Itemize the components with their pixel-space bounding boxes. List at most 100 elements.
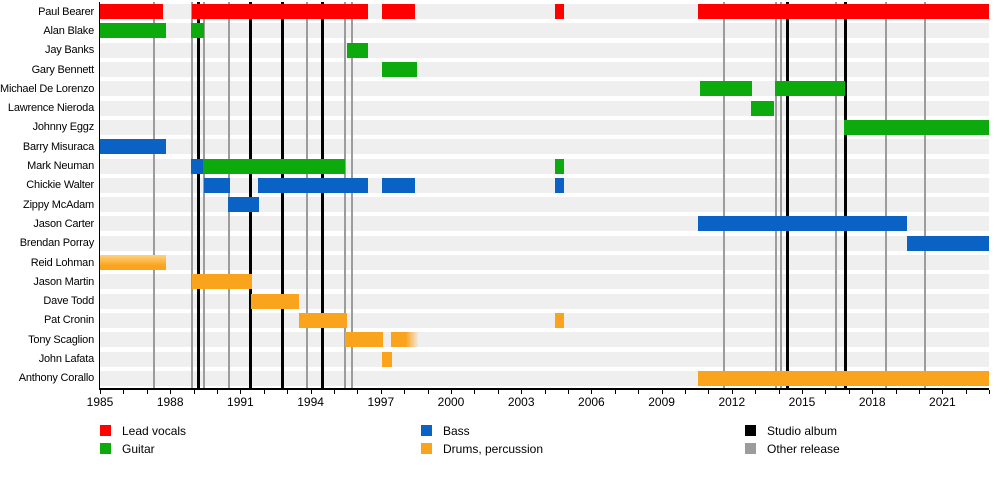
timeline-bar (555, 158, 565, 174)
timeline-bar (192, 274, 253, 290)
timeline-bar (391, 332, 419, 348)
timeline-bar (100, 255, 166, 271)
timeline-bar (381, 4, 415, 20)
other-release-line (152, 2, 155, 388)
year-label: 1985 (86, 395, 114, 409)
row-band (100, 42, 990, 58)
year-label: 2003 (507, 395, 535, 409)
axis-tick (872, 389, 874, 394)
year-label: 2018 (858, 395, 886, 409)
row-band (100, 293, 990, 309)
member-label: Johnny Eggz (32, 121, 95, 134)
timeline-bar (700, 81, 752, 97)
legend-item-drums: Drums, percussion (421, 443, 543, 456)
member-label: John Lafata (38, 353, 94, 366)
legend-item-lead-vocals: Lead vocals (100, 425, 186, 438)
member-label: Barry Misuraca (22, 140, 94, 153)
timeline-bar (100, 23, 166, 39)
studio-album-line (281, 2, 285, 388)
legend-item-bass: Bass (421, 425, 470, 438)
axis-tick (263, 389, 265, 394)
timeline-bar (191, 158, 203, 174)
timeline-bar (907, 235, 990, 251)
axis-tick (825, 389, 827, 394)
other-release-line (203, 2, 206, 388)
axis-tick (568, 389, 569, 394)
timeline-bar (775, 81, 846, 97)
member-label: Anthony Corallo (18, 372, 94, 385)
member-label: Pat Cronin (44, 314, 94, 327)
timeline-bar (298, 312, 347, 328)
timeline-bar (202, 158, 345, 174)
axis-tick (451, 389, 452, 394)
axis-tick (427, 389, 429, 394)
member-label: Dave Todd (43, 295, 94, 308)
other-release-line (834, 2, 837, 388)
legend-label: Other release (767, 442, 840, 456)
member-label: Reid Lohman (30, 256, 94, 269)
row-band (100, 139, 990, 155)
timeline-bar (257, 177, 368, 193)
member-label: Gary Bennett (31, 63, 95, 76)
year-label: 1991 (227, 395, 254, 409)
other-release-line (923, 2, 926, 388)
axis-tick (146, 389, 148, 394)
other-release-line (779, 2, 782, 388)
axis-tick (544, 389, 546, 394)
timeline-bar (191, 23, 205, 39)
axis-tick (778, 389, 780, 394)
axis-tick (685, 389, 686, 394)
axis-tick (731, 389, 733, 394)
year-label: 2009 (648, 395, 675, 409)
year-label: 2021 (929, 395, 956, 409)
drums-swatch-icon (421, 443, 432, 454)
timeline-bar (100, 4, 164, 20)
axis-tick (287, 389, 289, 394)
axis-tick (123, 389, 125, 394)
axis-tick (708, 389, 710, 394)
guitar-swatch-icon (100, 443, 111, 454)
axis-tick (802, 389, 803, 394)
other-release-line (343, 2, 346, 388)
row-band (100, 100, 990, 116)
x-axis-line (98, 388, 990, 390)
axis-tick (310, 389, 312, 394)
axis-tick (404, 389, 406, 394)
axis-tick (170, 389, 172, 394)
studio-album-swatch-icon (745, 425, 756, 436)
member-label: Mark Neuman (27, 160, 94, 173)
row-band (100, 81, 990, 97)
member-label: Alan Blake (43, 24, 94, 37)
legend-label: Drums, percussion (443, 442, 544, 456)
timeline-bar (344, 332, 384, 348)
axis-tick (240, 389, 242, 394)
legend-item-other-release: Other release (745, 443, 840, 456)
legend-label: Studio album (767, 424, 838, 438)
timeline-bar (204, 177, 230, 193)
timeline-bar (192, 4, 368, 20)
axis-tick (942, 389, 944, 394)
row-band (100, 312, 990, 328)
y-axis-line (98, 2, 100, 390)
other-release-line (306, 2, 309, 388)
year-label: 1997 (367, 395, 395, 409)
axis-tick (965, 389, 967, 394)
axis-tick (334, 389, 335, 394)
axis-tick (591, 389, 593, 394)
other-release-line (775, 2, 778, 388)
legend-item-studio-album: Studio album (745, 425, 837, 438)
member-label: Zippy McAdam (23, 198, 94, 211)
timeline-bar (381, 62, 418, 78)
row-band (100, 332, 990, 348)
legend-item-guitar: Guitar (100, 443, 155, 456)
legend-label: Guitar (122, 442, 155, 456)
legend-label: Lead vocals (122, 424, 187, 438)
studio-album-line (843, 2, 847, 388)
bass-swatch-icon (421, 425, 432, 436)
timeline-bar (697, 370, 990, 386)
member-label: Brendan Porray (19, 237, 94, 250)
other-release-line (191, 2, 194, 388)
studio-album-line (249, 2, 253, 388)
other-release-line (885, 2, 888, 388)
